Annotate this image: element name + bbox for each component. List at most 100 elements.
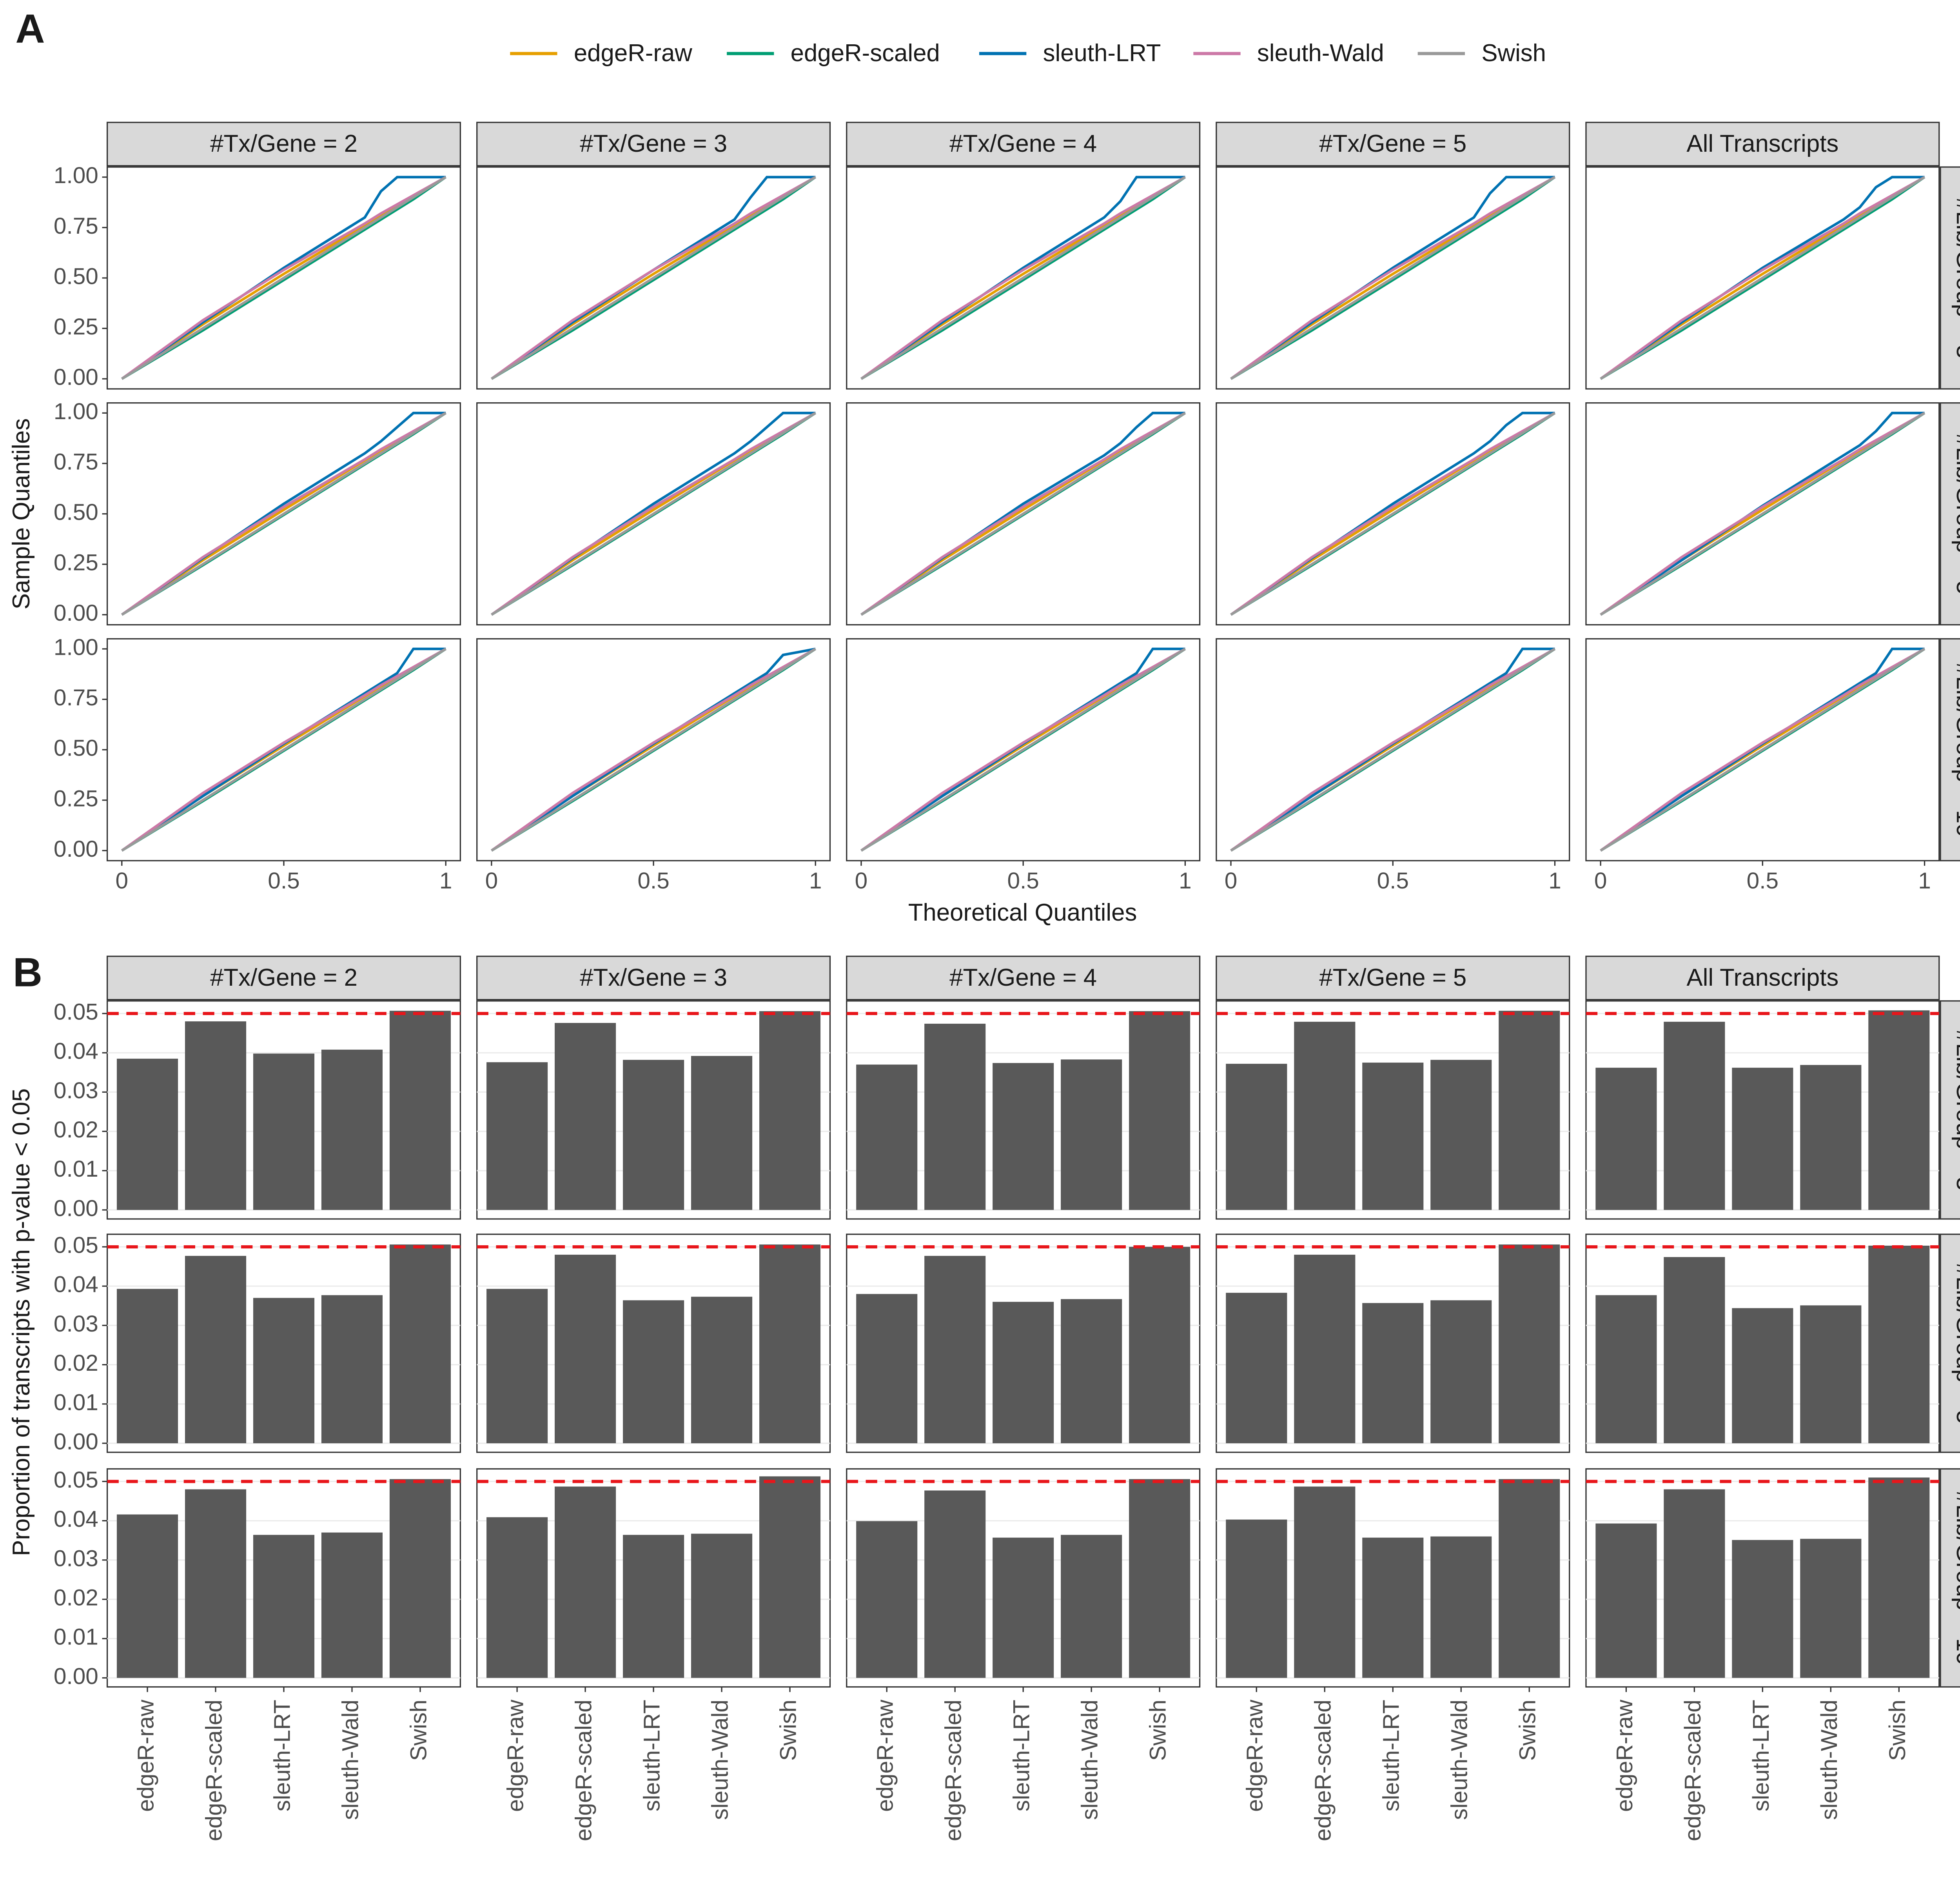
bar — [1732, 1068, 1793, 1210]
qq-line — [1230, 647, 1555, 852]
y-axis-title: Proportion of transcripts with p-value <… — [8, 1088, 35, 1556]
y-tick-label: 0.25 — [54, 550, 98, 576]
qq-line — [490, 648, 816, 852]
y-tick-label: 0.01 — [54, 1624, 98, 1650]
y-tick-label: 0.03 — [54, 1546, 98, 1571]
bar — [1061, 1299, 1122, 1444]
strip — [476, 956, 831, 1001]
y-tick-label: 0.00 — [54, 600, 98, 626]
x-tick-label: edgeR-scaled — [201, 1700, 227, 1841]
bar — [1129, 1247, 1191, 1444]
y-tick-label: 0.04 — [54, 1506, 98, 1532]
qq-line — [1600, 176, 1926, 380]
legend-label: sleuth-Wald — [1257, 40, 1384, 67]
bar — [1595, 1068, 1657, 1210]
x-tick-label: 0.5 — [1747, 868, 1779, 894]
x-tick-label: edgeR-scaled — [1680, 1700, 1706, 1841]
x-tick-label: 0 — [1594, 868, 1607, 894]
y-tick-label: 0.50 — [54, 736, 98, 761]
strip-label: #Lib/Group = 10 — [1951, 1491, 1960, 1665]
qq-line — [1230, 648, 1556, 852]
strip — [846, 122, 1201, 167]
y-tick-label: 0.75 — [54, 449, 98, 474]
qq-line — [1230, 648, 1556, 852]
bar — [1061, 1059, 1122, 1210]
strip — [1585, 956, 1940, 1001]
bar — [924, 1490, 986, 1678]
bar — [759, 1011, 821, 1210]
y-tick-label: 0.04 — [54, 1039, 98, 1064]
x-tick-label: Swish — [1885, 1700, 1910, 1761]
x-tick-label: 1 — [1918, 868, 1931, 894]
bar — [185, 1021, 247, 1210]
x-tick-label: sleuth-LRT — [1379, 1700, 1404, 1811]
bar — [1430, 1300, 1492, 1444]
qq-line — [121, 176, 446, 380]
bar — [691, 1297, 753, 1444]
bar — [389, 1244, 451, 1444]
strip-label: #Lib/Group = 5 — [1951, 433, 1960, 594]
bar — [1732, 1308, 1793, 1444]
bar — [691, 1056, 753, 1210]
y-tick-label: 1.00 — [54, 634, 98, 660]
bar — [1868, 1010, 1930, 1210]
qq-line — [1600, 648, 1926, 852]
y-tick-label: 0.25 — [54, 786, 98, 811]
x-tick-label: Swish — [1145, 1700, 1171, 1761]
strip-label: All Transcripts — [1686, 130, 1838, 157]
y-tick-label: 0.50 — [54, 263, 98, 289]
y-tick-label: 0.75 — [54, 685, 98, 710]
qq-line — [860, 648, 1186, 852]
bar — [759, 1476, 821, 1678]
x-tick-label: sleuth-Wald — [1447, 1700, 1472, 1820]
bar — [623, 1060, 684, 1210]
y-tick-label: 0.02 — [54, 1350, 98, 1376]
bar — [1294, 1255, 1356, 1444]
x-tick-label: Swish — [406, 1700, 431, 1761]
qq-line — [121, 412, 446, 616]
legend-label: edgeR-raw — [574, 40, 692, 67]
x-tick-label: 0.5 — [637, 868, 669, 894]
x-tick-label: sleuth-Wald — [1077, 1700, 1103, 1820]
x-tick-label: 0 — [1225, 868, 1238, 894]
x-tick-label: sleuth-LRT — [1748, 1700, 1774, 1811]
bar — [389, 1479, 451, 1678]
strip — [1940, 1468, 1960, 1688]
qq-line — [1600, 176, 1926, 380]
qq-line — [860, 647, 1185, 852]
strip — [1940, 638, 1960, 861]
strip-label: #Tx/Gene = 2 — [210, 130, 358, 157]
strip-label: #Lib/Group = 10 — [1951, 663, 1960, 837]
bar — [1129, 1011, 1191, 1210]
x-tick-label: edgeR-scaled — [941, 1700, 966, 1841]
x-tick-label: sleuth-LRT — [1009, 1700, 1034, 1811]
x-tick-label: Swish — [1515, 1700, 1541, 1761]
x-tick-label: edgeR-raw — [1242, 1699, 1268, 1812]
panel-label: B — [13, 950, 42, 995]
bar — [321, 1295, 383, 1444]
qq-line — [860, 176, 1186, 380]
qq-line — [860, 648, 1186, 852]
strip-label: All Transcripts — [1686, 964, 1838, 991]
bar — [623, 1535, 684, 1678]
qq-line — [1230, 176, 1556, 380]
bar — [1499, 1479, 1560, 1678]
bar — [993, 1063, 1054, 1210]
bar — [1499, 1244, 1560, 1444]
qq-line — [121, 648, 446, 852]
bar — [1226, 1293, 1287, 1444]
bar — [1595, 1523, 1657, 1678]
strip — [1585, 122, 1940, 167]
bar — [993, 1537, 1054, 1678]
bar — [1362, 1303, 1424, 1444]
x-tick-label: 0.5 — [268, 868, 299, 894]
x-tick-label: sleuth-Wald — [1817, 1700, 1842, 1820]
x-tick-label: edgeR-scaled — [571, 1700, 597, 1841]
strip-label: #Tx/Gene = 5 — [1319, 130, 1466, 157]
x-tick-label: 0 — [855, 868, 868, 894]
qq-line — [491, 647, 816, 852]
bar — [555, 1023, 616, 1210]
y-axis-title: Sample Quantiles — [8, 418, 35, 610]
strip — [106, 122, 461, 167]
